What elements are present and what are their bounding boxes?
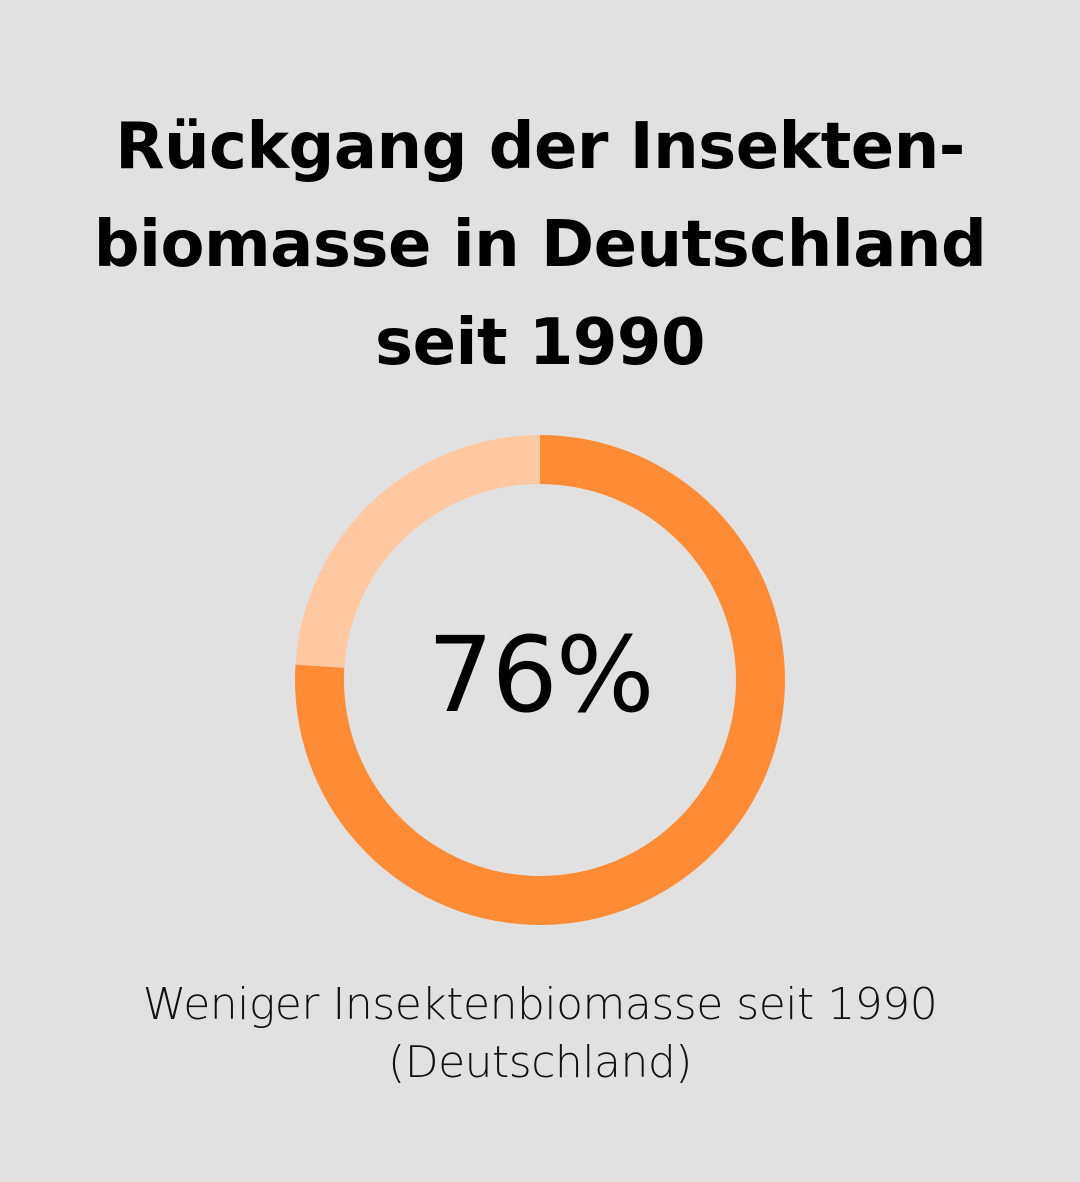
chart-title-line-1: Rückgang der Insekten- [115, 110, 965, 184]
donut-center-value: 76% [427, 614, 654, 736]
chart-title-line-2: biomasse in Deutschland [93, 208, 987, 282]
chart-title-line-3: seit 1990 [375, 306, 705, 380]
donut-chart [295, 435, 785, 925]
donut-slices [295, 435, 785, 925]
chart-caption-line-1: Weniger Insektenbiomasse seit 1990 [142, 979, 938, 1030]
donut-slice-remaining [295, 435, 540, 668]
chart-caption: Weniger Insektenbiomasse seit 1990 (Deut… [40, 976, 1040, 1092]
chart-caption-line-2: (Deutschland) [388, 1037, 692, 1088]
chart-title: Rückgang der Insekten- biomasse in Deuts… [40, 98, 1040, 392]
